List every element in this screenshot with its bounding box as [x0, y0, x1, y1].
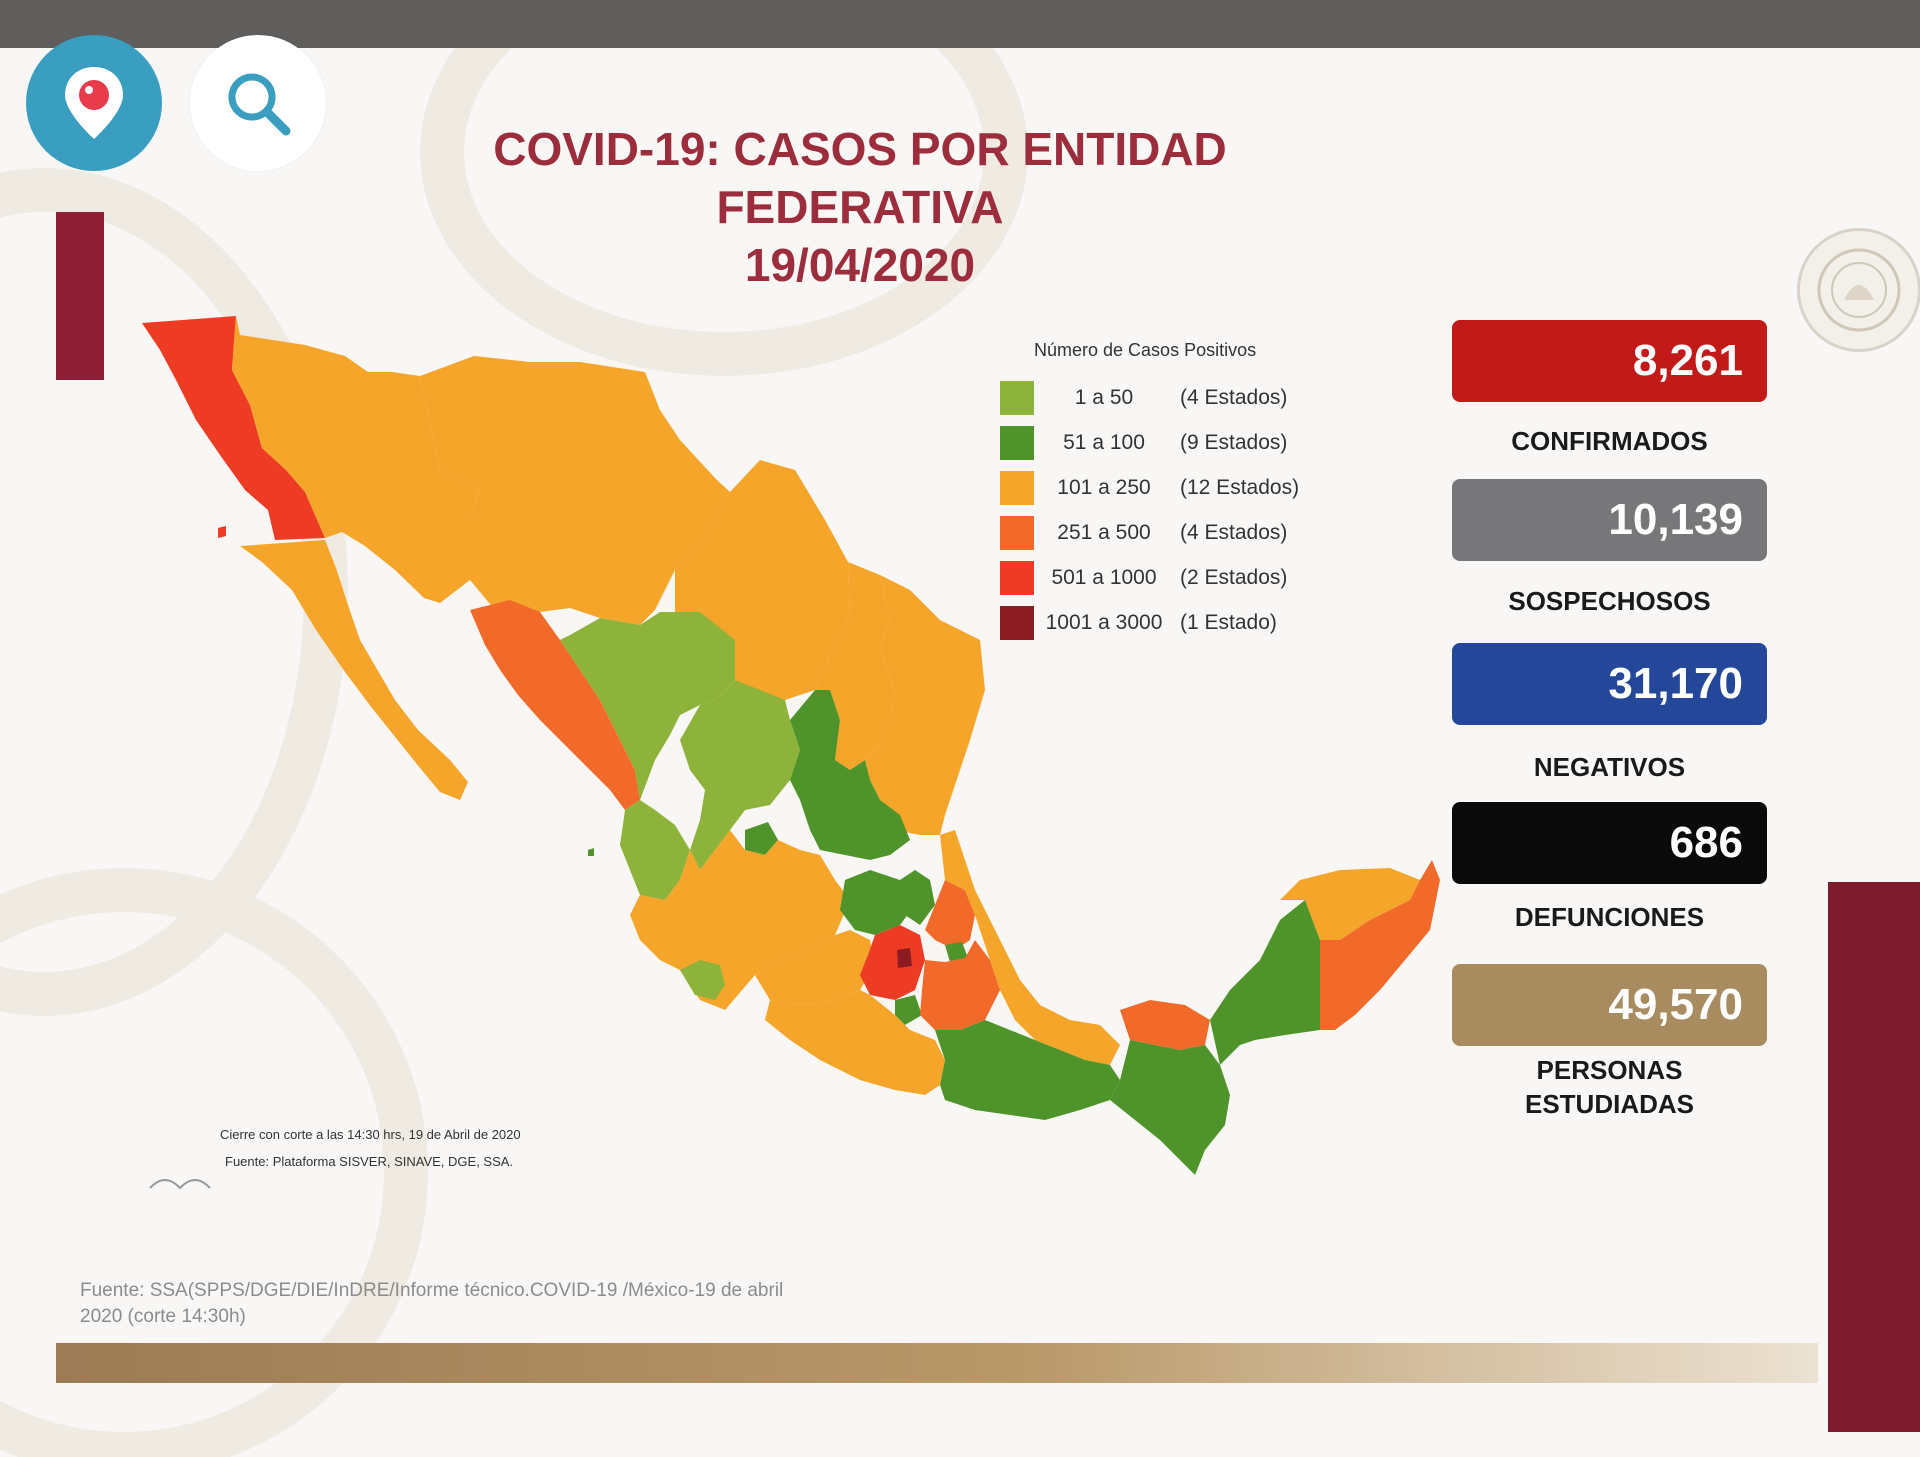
- state-baja-california: [142, 316, 325, 540]
- state-yucatan: [1280, 868, 1420, 940]
- legend-count: (12 Estados): [1180, 475, 1300, 499]
- legend-range: 251 a 500: [1057, 520, 1151, 544]
- legend-item: 1 a 50 (4 Estados): [1000, 375, 1360, 420]
- legend-range: 1 a 50: [1074, 385, 1134, 409]
- state-estado-de-mexico: [860, 925, 925, 1000]
- national-seal-icon: [1797, 228, 1920, 352]
- state-queretaro: [900, 870, 935, 925]
- legend-item: 251 a 500 (4 Estados): [1000, 510, 1360, 555]
- map-note-fuente: Fuente: Plataforma SISVER, SINAVE, DGE, …: [225, 1154, 514, 1169]
- state-sinaloa: [470, 600, 640, 810]
- legend-swatch: [1000, 425, 1034, 460]
- legend-range: 501 a 1000: [1051, 565, 1157, 589]
- footer-gold-bar: [56, 1343, 1818, 1383]
- state-san-luis-potosi: [790, 690, 910, 860]
- state-tamaulipas: [865, 575, 985, 835]
- legend-count: (1 Estado): [1180, 610, 1277, 634]
- state-tabasco: [1120, 1000, 1210, 1050]
- title-line-2: 19/04/2020: [744, 239, 976, 291]
- legend-count: (9 Estados): [1180, 430, 1288, 454]
- state-campeche: [1210, 900, 1320, 1065]
- footer-source: Fuente: SSA(SPPS/DGE/DIE/InDRE/Informe t…: [80, 1278, 980, 1330]
- state-hidalgo: [925, 880, 975, 950]
- stat-negativos-label: NEGATIVOS: [1533, 752, 1686, 782]
- legend-item: 1001 a 3000 (1 Estado): [1000, 600, 1360, 645]
- legend-title: Número de Casos Positivos: [1034, 340, 1257, 360]
- state-veracruz: [940, 830, 1120, 1065]
- search-button[interactable]: [190, 35, 326, 171]
- left-accent-bar: [56, 212, 104, 380]
- state-baja-california-sur: [240, 540, 468, 800]
- state-ciudad-de-mexico: [897, 948, 912, 968]
- stat-confirmados-value: 8,261: [1452, 320, 1767, 402]
- state-guanajuato: [840, 870, 915, 935]
- title-line-1: COVID-19: CASOS POR ENTIDAD FEDERATIVA: [493, 123, 1227, 233]
- map-legend: Número de Casos Positivos 1 a 50 (4 Esta…: [1000, 340, 1360, 645]
- state-quintana-roo: [1320, 860, 1440, 1030]
- legend-item: 101 a 250 (12 Estados): [1000, 465, 1360, 510]
- stat-personas-label: PERSONAS ESTUDIADAS: [1524, 1055, 1694, 1119]
- stat-confirmados-label: CONFIRMADOS: [1511, 426, 1708, 456]
- legend-swatch: [1000, 470, 1034, 505]
- legend-range: 1001 a 3000: [1045, 610, 1163, 634]
- slide-title: COVID-19: CASOS POR ENTIDAD FEDERATIVA 1…: [360, 120, 1360, 294]
- footer-source-line-1: Fuente: SSA(SPPS/DGE/DIE/InDRE/Informe t…: [80, 1280, 784, 1301]
- legend-item: 51 a 100 (9 Estados): [1000, 420, 1360, 465]
- legend-count: (2 Estados): [1180, 565, 1288, 589]
- stat-defunciones-value: 686: [1452, 802, 1767, 884]
- state-morelos: [895, 995, 922, 1025]
- state-chiapas: [1110, 1040, 1230, 1175]
- footer-source-line-2: 2020 (corte 14:30h): [80, 1306, 246, 1327]
- right-accent-bar: [1828, 882, 1920, 1432]
- state-oaxaca: [935, 1020, 1120, 1120]
- legend-count: (4 Estados): [1180, 520, 1288, 544]
- state-durango: [560, 612, 735, 800]
- state-puebla: [920, 940, 1000, 1030]
- state-aguascalientes: [745, 822, 778, 855]
- legend-swatch: [1000, 380, 1034, 415]
- map-watermark-mark: [149, 1179, 211, 1190]
- island: [218, 526, 226, 538]
- search-icon: [228, 73, 291, 136]
- periscope-button[interactable]: [26, 35, 162, 171]
- state-colima: [680, 960, 725, 1000]
- state-jalisco: [630, 830, 850, 1010]
- stat-sospechosos-label: SOSPECHOSOS: [1508, 586, 1711, 616]
- legend-swatch: [1000, 515, 1034, 550]
- periscope-icon: [65, 67, 123, 139]
- map-note-cierre: Cierre con corte a las 14:30 hrs, 19 de …: [220, 1127, 521, 1142]
- stat-defunciones-label: DEFUNCIONES: [1514, 902, 1705, 932]
- state-tlaxcala: [945, 942, 968, 962]
- legend-count: (4 Estados): [1180, 385, 1288, 409]
- state-sonora: [232, 316, 480, 603]
- legend-range: 51 a 100: [1063, 430, 1145, 454]
- legend-range: 101 a 250: [1057, 475, 1151, 499]
- state-chihuahua: [420, 356, 730, 628]
- legend-swatch: [1000, 605, 1034, 640]
- stat-personas-value: 49,570: [1452, 964, 1767, 1046]
- state-nuevo-leon: [815, 562, 895, 770]
- stat-negativos-value: 31,170: [1452, 643, 1767, 725]
- legend-swatch: [1000, 560, 1034, 595]
- state-zacatecas: [680, 680, 800, 870]
- state-nayarit: [620, 800, 690, 900]
- island: [588, 848, 594, 856]
- state-michoacan: [755, 930, 875, 1005]
- video-top-bar: [0, 0, 1920, 48]
- stat-sospechosos-value: 10,139: [1452, 479, 1767, 561]
- legend-item: 501 a 1000 (2 Estados): [1000, 555, 1360, 600]
- state-guerrero: [765, 990, 945, 1095]
